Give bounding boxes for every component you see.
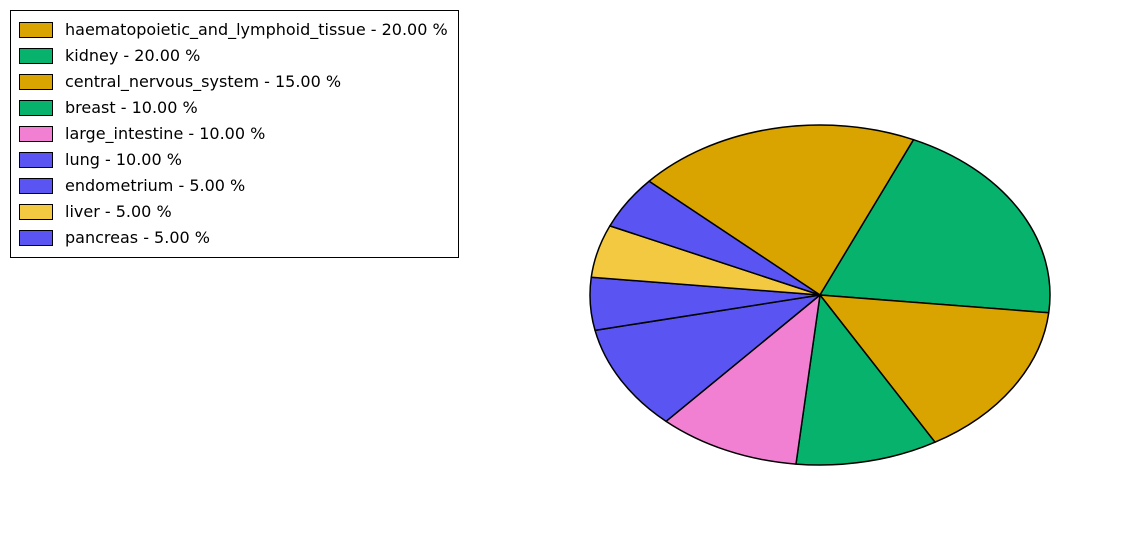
pie-chart xyxy=(580,115,1060,475)
legend-swatch-liver xyxy=(19,204,53,220)
legend-item-large_intestine: large_intestine - 10.00 % xyxy=(19,121,448,147)
legend-item-kidney: kidney - 20.00 % xyxy=(19,43,448,69)
legend-label-large_intestine: large_intestine - 10.00 % xyxy=(65,121,265,147)
legend-label-central_nervous_system: central_nervous_system - 15.00 % xyxy=(65,69,341,95)
pie-svg xyxy=(580,115,1060,475)
legend-label-breast: breast - 10.00 % xyxy=(65,95,198,121)
legend-box: haematopoietic_and_lymphoid_tissue - 20.… xyxy=(10,10,459,258)
legend-item-lung: lung - 10.00 % xyxy=(19,147,448,173)
legend-swatch-central_nervous_system xyxy=(19,74,53,90)
legend-swatch-haematopoietic_and_lymphoid_tissue xyxy=(19,22,53,38)
legend-item-breast: breast - 10.00 % xyxy=(19,95,448,121)
legend-swatch-pancreas xyxy=(19,230,53,246)
legend-label-endometrium: endometrium - 5.00 % xyxy=(65,173,245,199)
legend-item-endometrium: endometrium - 5.00 % xyxy=(19,173,448,199)
legend-item-haematopoietic_and_lymphoid_tissue: haematopoietic_and_lymphoid_tissue - 20.… xyxy=(19,17,448,43)
legend-swatch-breast xyxy=(19,100,53,116)
legend-label-lung: lung - 10.00 % xyxy=(65,147,182,173)
legend-swatch-large_intestine xyxy=(19,126,53,142)
legend-swatch-kidney xyxy=(19,48,53,64)
legend-label-liver: liver - 5.00 % xyxy=(65,199,172,225)
legend-label-kidney: kidney - 20.00 % xyxy=(65,43,200,69)
legend-swatch-endometrium xyxy=(19,178,53,194)
legend-item-central_nervous_system: central_nervous_system - 15.00 % xyxy=(19,69,448,95)
legend-label-haematopoietic_and_lymphoid_tissue: haematopoietic_and_lymphoid_tissue - 20.… xyxy=(65,17,448,43)
legend-item-pancreas: pancreas - 5.00 % xyxy=(19,225,448,251)
legend-swatch-lung xyxy=(19,152,53,168)
legend-label-pancreas: pancreas - 5.00 % xyxy=(65,225,210,251)
legend-item-liver: liver - 5.00 % xyxy=(19,199,448,225)
